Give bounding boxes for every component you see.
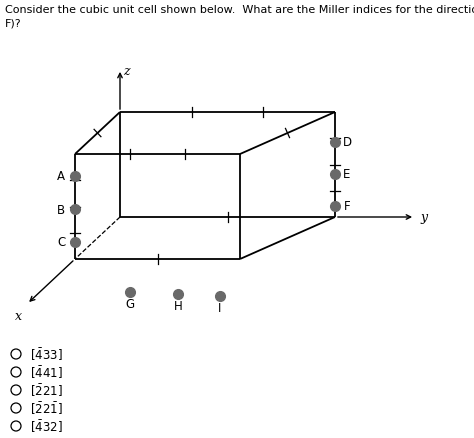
Text: y: y	[420, 211, 427, 224]
Text: F: F	[344, 200, 350, 213]
Text: D: D	[342, 136, 352, 149]
Text: $[\bar{4}32]$: $[\bar{4}32]$	[30, 418, 63, 434]
Text: F)?: F)?	[5, 18, 22, 28]
Text: G: G	[126, 298, 135, 311]
Text: C: C	[57, 236, 65, 249]
Text: E: E	[343, 168, 351, 181]
Text: Consider the cubic unit cell shown below.  What are the Miller indices for the d: Consider the cubic unit cell shown below…	[5, 5, 474, 15]
Text: B: B	[57, 203, 65, 216]
Text: $[\bar{2}21]$: $[\bar{2}21]$	[30, 382, 63, 398]
Text: $[\bar{2}2\bar{1}]$: $[\bar{2}2\bar{1}]$	[30, 400, 63, 416]
Text: $[\bar{4}33]$: $[\bar{4}33]$	[30, 346, 63, 362]
Text: A: A	[57, 170, 65, 183]
Text: I: I	[219, 302, 222, 315]
Text: $[\bar{4}41]$: $[\bar{4}41]$	[30, 364, 63, 380]
Text: H: H	[173, 300, 182, 313]
Text: z: z	[123, 65, 129, 78]
Text: x: x	[15, 309, 21, 322]
